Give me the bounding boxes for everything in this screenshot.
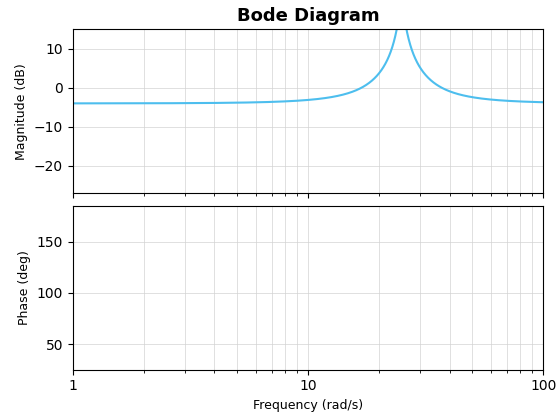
Title: Bode Diagram: Bode Diagram: [237, 7, 379, 25]
X-axis label: Frequency (rad/s): Frequency (rad/s): [253, 399, 363, 412]
Y-axis label: Phase (deg): Phase (deg): [18, 250, 31, 325]
Y-axis label: Magnitude (dB): Magnitude (dB): [15, 63, 28, 160]
